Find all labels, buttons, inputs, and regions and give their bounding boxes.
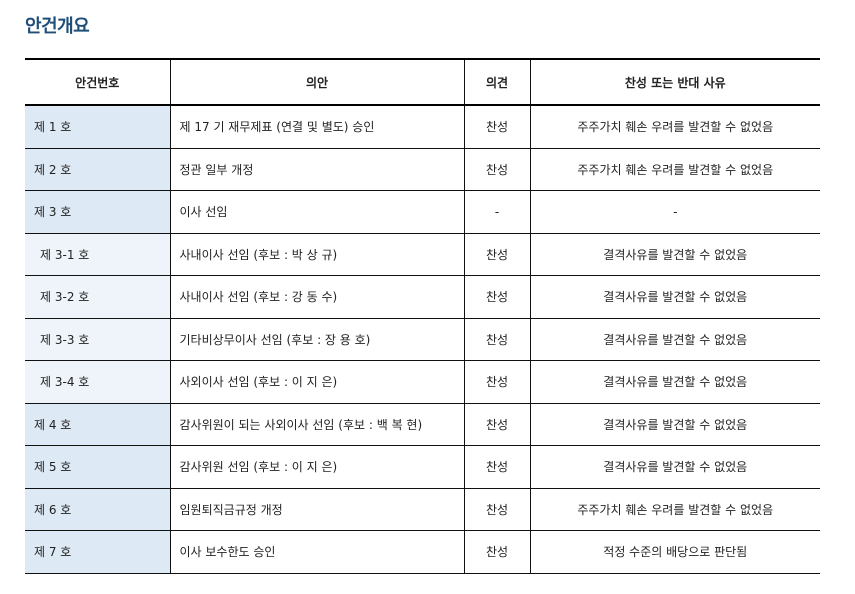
table-row: 제 3-1 호 사내이사 선임 (후보 : 박 상 규) 찬성 결격사유를 발견할 수… xyxy=(25,233,820,276)
agenda-item: 사내이사 선임 (후보 : 박 상 규) xyxy=(169,233,464,276)
reason: 적정 수준의 배당으로 판단됨 xyxy=(529,530,820,574)
opinion: 찬성 xyxy=(463,530,530,574)
table-row: 제 4 호 감사위원이 되는 사외이사 선임 (후보 : 백 복 현) 찬성 결격사유… xyxy=(25,403,820,446)
reason: - xyxy=(529,190,820,234)
reason: 결격사유를 발견할 수 없었음 xyxy=(529,403,820,446)
agenda-number: 제 5 호 xyxy=(25,445,170,489)
reason: 결격사유를 발견할 수 없었음 xyxy=(529,318,820,361)
reason: 결격사유를 발견할 수 없었음 xyxy=(529,360,820,404)
opinion: 찬성 xyxy=(463,318,530,361)
table-row: 제 5 호 감사위원 선임 (후보 : 이 지 은) 찬성 결격사유를 발견할 수 없… xyxy=(25,445,820,489)
agenda-number: 제 3-1 호 xyxy=(25,233,170,276)
opinion: 찬성 xyxy=(463,403,530,446)
table-row: 제 3-4 호 사외이사 선임 (후보 : 이 지 은) 찬성 결격사유를 발견할 수… xyxy=(25,360,820,404)
header-reason: 찬성 또는 반대 사유 xyxy=(529,58,820,106)
agenda-item: 이사 보수한도 승인 xyxy=(169,530,464,574)
table-row: 제 2 호 정관 일부 개정 찬성 주주가치 훼손 우려를 발견할 수 없었음 xyxy=(25,148,820,191)
agenda-number: 제 3 호 xyxy=(25,190,170,234)
page-title: 안건개요 xyxy=(25,16,90,37)
agenda-item: 기타비상무이사 선임 (후보 : 장 용 호) xyxy=(169,318,464,361)
agenda-item: 감사위원 선임 (후보 : 이 지 은) xyxy=(169,445,464,489)
opinion: 찬성 xyxy=(463,233,530,276)
opinion: 찬성 xyxy=(463,148,530,191)
agenda-number: 제 6 호 xyxy=(25,488,170,531)
reason: 주주가치 훼손 우려를 발견할 수 없었음 xyxy=(529,488,820,531)
agenda-number: 제 2 호 xyxy=(25,148,170,191)
agenda-number: 제 4 호 xyxy=(25,403,170,446)
reason: 결격사유를 발견할 수 없었음 xyxy=(529,445,820,489)
header-opinion: 의견 xyxy=(463,58,530,106)
agenda-item: 정관 일부 개정 xyxy=(169,148,464,191)
opinion: 찬성 xyxy=(463,275,530,319)
reason: 주주가치 훼손 우려를 발견할 수 없었음 xyxy=(529,148,820,191)
opinion: 찬성 xyxy=(463,105,530,149)
header-agenda-number: 안건번호 xyxy=(25,58,170,106)
reason: 주주가치 훼손 우려를 발견할 수 없었음 xyxy=(529,105,820,149)
opinion: 찬성 xyxy=(463,360,530,404)
table-row: 제 3-2 호 사내이사 선임 (후보 : 강 동 수) 찬성 결격사유를 발견할 수… xyxy=(25,275,820,319)
table-row: 제 6 호 임원퇴직금규정 개정 찬성 주주가치 훼손 우려를 발견할 수 없었음 xyxy=(25,488,820,531)
opinion: 찬성 xyxy=(463,445,530,489)
agenda-item: 사외이사 선임 (후보 : 이 지 은) xyxy=(169,360,464,404)
reason: 결격사유를 발견할 수 없었음 xyxy=(529,275,820,319)
agenda-number: 제 3-4 호 xyxy=(25,360,170,404)
agenda-number: 제 3-2 호 xyxy=(25,275,170,319)
agenda-item: 이사 선임 xyxy=(169,190,464,234)
table-header-row: 안건번호 의안 의견 찬성 또는 반대 사유 xyxy=(25,58,820,106)
header-agenda-item: 의안 xyxy=(169,58,464,106)
table-row: 제 3-3 호 기타비상무이사 선임 (후보 : 장 용 호) 찬성 결격사유를 발견… xyxy=(25,318,820,361)
agenda-number: 제 1 호 xyxy=(25,105,170,149)
agenda-number: 제 3-3 호 xyxy=(25,318,170,361)
agenda-item: 감사위원이 되는 사외이사 선임 (후보 : 백 복 현) xyxy=(169,403,464,446)
reason: 결격사유를 발견할 수 없었음 xyxy=(529,233,820,276)
opinion: 찬성 xyxy=(463,488,530,531)
agenda-item: 임원퇴직금규정 개정 xyxy=(169,488,464,531)
agenda-item: 사내이사 선임 (후보 : 강 동 수) xyxy=(169,275,464,319)
opinion: - xyxy=(463,190,530,234)
agenda-item: 제 17 기 재무제표 (연결 및 별도) 승인 xyxy=(169,105,464,149)
table-row: 제 3 호 이사 선임 - - xyxy=(25,190,820,234)
agenda-number: 제 7 호 xyxy=(25,530,170,574)
table-row: 제 7 호 이사 보수한도 승인 찬성 적정 수준의 배당으로 판단됨 xyxy=(25,530,820,574)
